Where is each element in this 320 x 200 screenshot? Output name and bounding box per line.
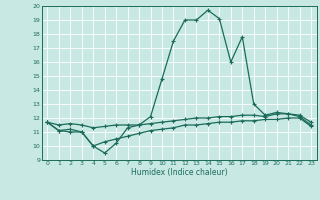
X-axis label: Humidex (Indice chaleur): Humidex (Indice chaleur) <box>131 168 228 177</box>
